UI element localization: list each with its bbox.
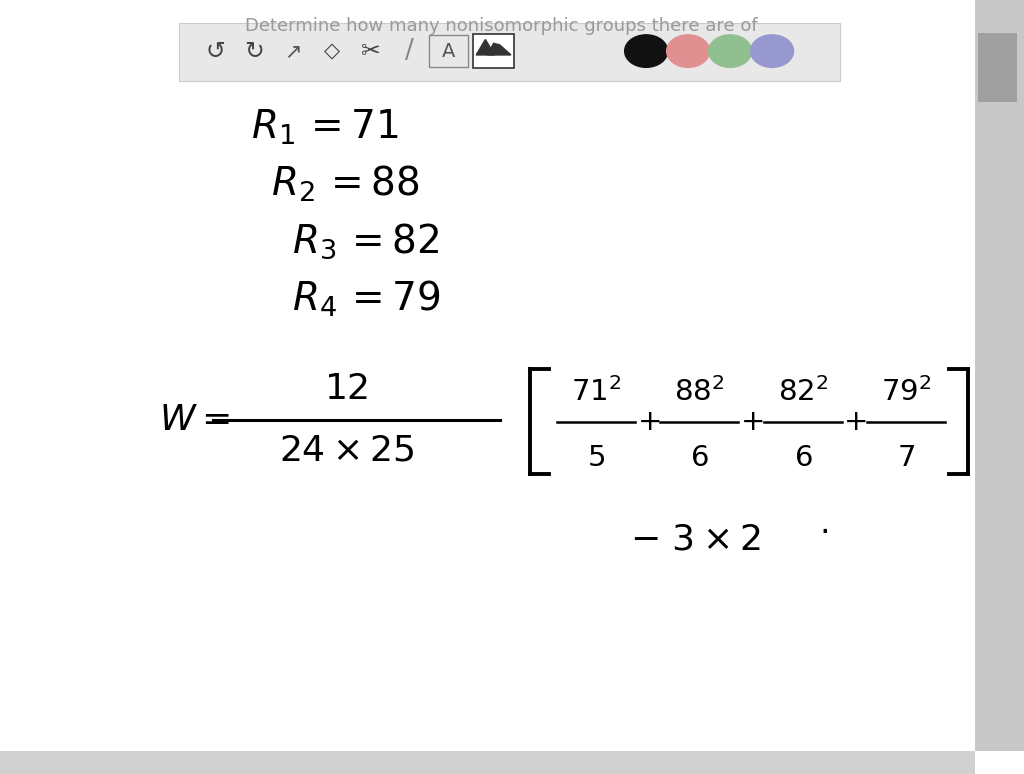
Text: $7$: $7$ xyxy=(897,444,915,472)
Bar xyxy=(429,35,468,67)
Bar xyxy=(179,23,840,81)
Text: $\mathit{R}_{1}$$\,= 71$: $\mathit{R}_{1}$$\,= 71$ xyxy=(251,108,398,147)
Text: Determine how many nonisomorphic groups there are of: Determine how many nonisomorphic groups … xyxy=(246,17,758,35)
Text: $\mathit{R}_{2}$$\,= 88$: $\mathit{R}_{2}$$\,= 88$ xyxy=(271,164,420,204)
Polygon shape xyxy=(476,39,495,55)
Text: $\mathit{R}_{3}$$\,= 82$: $\mathit{R}_{3}$$\,= 82$ xyxy=(292,221,439,262)
Text: $\cdot$: $\cdot$ xyxy=(819,514,828,546)
Circle shape xyxy=(625,35,668,67)
Text: ↺: ↺ xyxy=(205,39,225,63)
Text: $-\ 3 \times 2$: $-\ 3 \times 2$ xyxy=(630,522,761,557)
Bar xyxy=(473,34,514,68)
Circle shape xyxy=(751,35,794,67)
Text: $6$: $6$ xyxy=(690,444,709,472)
Text: $\mathit{R}_{4}$$\,= 79$: $\mathit{R}_{4}$$\,= 79$ xyxy=(292,279,440,319)
Text: ✂: ✂ xyxy=(360,39,381,63)
Text: ◇: ◇ xyxy=(324,41,340,61)
Text: $+$: $+$ xyxy=(637,408,659,436)
Circle shape xyxy=(709,35,752,67)
Text: $24 \times 25$: $24 \times 25$ xyxy=(279,433,414,467)
Text: $82^2$: $82^2$ xyxy=(777,378,828,407)
Text: ↻: ↻ xyxy=(244,39,264,63)
Polygon shape xyxy=(487,43,511,55)
Text: /: / xyxy=(406,38,414,64)
Text: $12$: $12$ xyxy=(324,372,369,406)
Text: ↗: ↗ xyxy=(284,41,302,61)
Text: $88^2$: $88^2$ xyxy=(674,378,725,407)
Text: $+$: $+$ xyxy=(844,408,866,436)
Bar xyxy=(978,33,1017,102)
Bar xyxy=(975,0,1024,751)
Text: $+$: $+$ xyxy=(740,408,763,436)
Text: $79^2$: $79^2$ xyxy=(881,378,932,407)
Text: $W =$: $W =$ xyxy=(159,402,230,437)
Text: A: A xyxy=(441,42,456,60)
Text: $6$: $6$ xyxy=(794,444,812,472)
Circle shape xyxy=(667,35,710,67)
Text: $71^2$: $71^2$ xyxy=(570,378,622,407)
Bar xyxy=(0,751,975,774)
Text: $5$: $5$ xyxy=(587,444,605,472)
